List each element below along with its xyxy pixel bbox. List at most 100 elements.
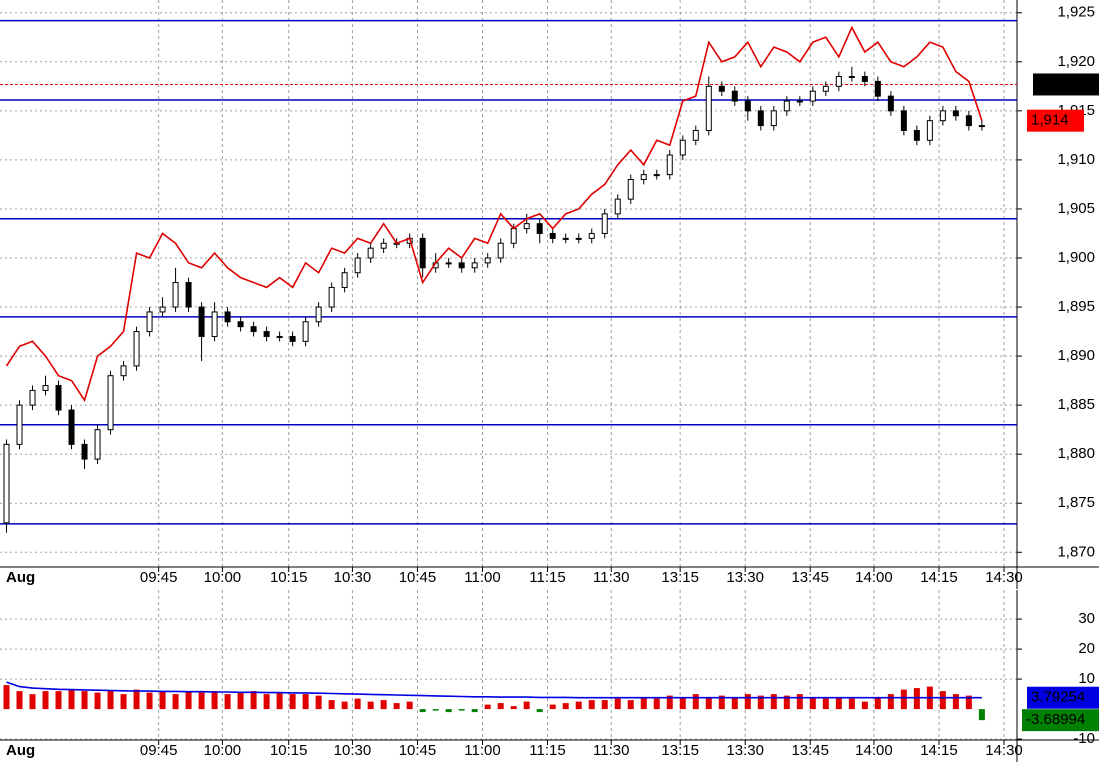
bar xyxy=(822,698,829,710)
candle-body xyxy=(666,154,673,176)
y-tick-label: 1,925 xyxy=(1057,4,1095,21)
candle-body xyxy=(16,404,23,445)
y-tick-label: 10 xyxy=(1078,670,1095,687)
line-value-text: 3.79254 xyxy=(1031,689,1085,706)
bar xyxy=(809,697,816,710)
candle-body xyxy=(471,262,478,269)
bar xyxy=(640,697,647,710)
candle-body xyxy=(692,129,699,141)
bar xyxy=(757,695,764,710)
candle-body xyxy=(237,321,244,328)
bar xyxy=(120,694,127,710)
candle-body xyxy=(744,100,751,112)
bar xyxy=(484,704,491,710)
date-label: Aug xyxy=(6,569,35,586)
bar xyxy=(328,700,335,710)
candle-body xyxy=(172,282,179,308)
bar xyxy=(81,691,88,710)
candle-body xyxy=(809,90,816,102)
x-tick-label: 11:15 xyxy=(529,569,565,586)
bar xyxy=(55,691,62,710)
candle-body xyxy=(796,100,803,103)
candle-body xyxy=(419,237,426,269)
bar xyxy=(718,695,725,710)
candle-body xyxy=(276,335,283,338)
y-tick-label: 1,895 xyxy=(1057,298,1095,315)
candle-body xyxy=(653,174,660,177)
y-tick-label: 20 xyxy=(1078,640,1095,657)
x-tick-label: 09:45 xyxy=(140,569,178,586)
candle-body xyxy=(874,80,881,97)
y-tick-label: 1,900 xyxy=(1057,249,1095,266)
candle-body xyxy=(120,365,127,377)
bar xyxy=(445,709,452,713)
candle-body xyxy=(250,326,257,333)
bar xyxy=(952,694,959,710)
x-tick-label: 10:15 xyxy=(270,742,308,759)
bar-value-box xyxy=(1022,709,1099,732)
y-tick-label: 1,880 xyxy=(1057,445,1095,462)
x-tick-label: 14:00 xyxy=(855,569,893,586)
x-tick-label: 14:00 xyxy=(855,742,893,759)
y-tick-label: 1,920 xyxy=(1057,53,1095,70)
x-tick-label: 11:30 xyxy=(593,742,629,759)
x-tick-label: 10:00 xyxy=(204,742,242,759)
candle-body xyxy=(757,110,764,127)
candle-body xyxy=(926,120,933,141)
candle-body xyxy=(601,213,608,234)
bar xyxy=(692,694,699,710)
x-tick-label: 10:15 xyxy=(270,569,308,586)
candle-body xyxy=(861,76,868,82)
candle-body xyxy=(133,331,140,367)
candle-body xyxy=(822,85,829,92)
candle-body xyxy=(900,110,907,131)
candle-body xyxy=(458,262,465,269)
candle-body xyxy=(367,247,374,259)
bar xyxy=(666,695,673,710)
y-tick-label: -10 xyxy=(1073,730,1095,747)
bar xyxy=(29,694,36,710)
x-tick-label: 10:45 xyxy=(399,569,437,586)
y-tick-label: 1,885 xyxy=(1057,396,1095,413)
last-price-text: 1,914 xyxy=(1031,112,1069,129)
x-tick-label: 11:00 xyxy=(464,742,500,759)
candle-body xyxy=(718,85,725,92)
x-tick-label: 10:30 xyxy=(334,742,372,759)
bar xyxy=(393,703,400,710)
bar xyxy=(965,695,972,710)
bar xyxy=(133,689,140,710)
candle-body xyxy=(627,179,634,200)
bar xyxy=(367,701,374,710)
candle-body xyxy=(614,198,621,215)
bar xyxy=(978,709,985,721)
bar xyxy=(536,709,543,713)
candle-body xyxy=(354,257,361,274)
candle-body xyxy=(68,409,75,445)
bar xyxy=(848,698,855,710)
candle-body xyxy=(523,223,530,230)
x-tick-label: 13:45 xyxy=(791,742,829,759)
bar xyxy=(68,689,75,710)
candle-body xyxy=(848,76,855,79)
x-tick-label: 13:30 xyxy=(726,569,764,586)
candle-body xyxy=(562,237,569,240)
x-tick-label: 13:45 xyxy=(791,569,829,586)
y-tick-label: 1,910 xyxy=(1057,151,1095,168)
candle-body xyxy=(445,262,452,265)
bar xyxy=(380,700,387,710)
candle-body xyxy=(315,306,322,323)
bar xyxy=(341,701,348,710)
x-tick-label: 14:30 xyxy=(985,569,1023,586)
candle-body xyxy=(679,139,686,156)
candle-body xyxy=(783,100,790,112)
x-tick-label: 14:30 xyxy=(985,742,1023,759)
overlay-line xyxy=(5,25,983,403)
bar xyxy=(3,685,10,710)
bar xyxy=(432,709,439,711)
candle-body xyxy=(939,110,946,122)
bar xyxy=(562,703,569,710)
bar xyxy=(458,709,465,711)
bar xyxy=(614,698,621,710)
ref-price-text: 1,917.69 xyxy=(1037,75,1095,92)
candle-body xyxy=(549,232,556,239)
